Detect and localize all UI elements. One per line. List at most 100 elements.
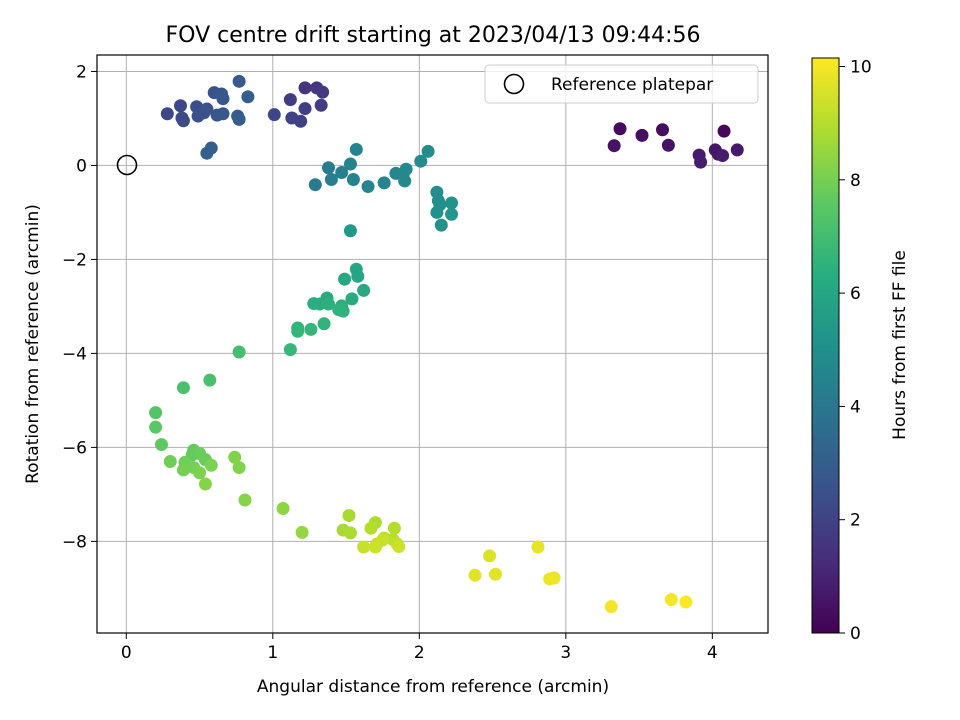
data-point: [399, 162, 413, 176]
colorbar-label: Hours from first FF file: [890, 250, 910, 440]
data-point: [174, 99, 188, 113]
data-point: [730, 143, 744, 157]
data-point: [364, 521, 378, 535]
data-point: [604, 600, 618, 614]
data-point: [351, 269, 365, 283]
data-point: [468, 568, 482, 582]
x-tick-label: 1: [267, 643, 278, 663]
data-point: [343, 224, 357, 238]
chart-title: FOV centre drift starting at 2023/04/13 …: [166, 23, 701, 48]
x-tick-label: 0: [121, 643, 132, 663]
data-point: [421, 144, 435, 158]
y-tick-label: −2: [62, 250, 87, 270]
data-point: [434, 218, 448, 232]
colorbar-ticks: 0 2 4 6 8 10: [839, 57, 872, 644]
data-point: [488, 567, 502, 581]
data-point: [314, 98, 328, 112]
data-points: [149, 74, 744, 614]
data-point: [176, 114, 190, 128]
data-point: [198, 477, 212, 491]
data-point: [716, 149, 730, 163]
legend-marker: [503, 73, 525, 95]
data-point: [717, 124, 731, 138]
y-tick-label: −4: [62, 344, 87, 364]
data-point: [238, 493, 252, 507]
data-point: [176, 381, 190, 395]
data-point: [547, 571, 561, 585]
data-point: [316, 85, 330, 99]
data-point: [321, 297, 335, 311]
data-point: [414, 154, 428, 168]
data-point: [232, 74, 246, 88]
data-point: [283, 93, 297, 107]
y-axis-label: Rotation from reference (arcmin): [23, 204, 43, 484]
y-axis-ticks: 2 0 −2 −4 −6 −8: [62, 62, 97, 552]
data-point: [342, 509, 356, 523]
y-tick-label: 0: [76, 156, 87, 176]
data-point: [267, 108, 281, 122]
colorbar-tick-label: 6: [850, 284, 861, 304]
data-point: [295, 525, 309, 539]
data-point: [304, 322, 318, 336]
data-point: [204, 141, 218, 155]
data-point: [203, 373, 217, 387]
data-point: [204, 458, 218, 472]
data-point: [298, 81, 312, 95]
data-point: [445, 207, 459, 221]
data-point: [398, 174, 412, 188]
data-point: [160, 107, 174, 121]
data-point: [154, 438, 168, 452]
data-point: [346, 173, 360, 187]
colorbar-gradient: [811, 57, 840, 634]
data-point: [232, 461, 246, 475]
data-point: [176, 463, 190, 477]
colorbar-tick-label: 2: [850, 511, 861, 531]
data-point: [241, 90, 255, 104]
data-point: [276, 501, 290, 515]
colorbar-tick-label: 10: [850, 57, 872, 77]
x-tick-label: 3: [560, 643, 571, 663]
colorbar-tick-label: 8: [850, 171, 861, 191]
reference-platepar-marker: [116, 154, 138, 176]
data-point: [613, 122, 627, 136]
legend-label: Reference platepar: [551, 75, 713, 95]
data-point: [321, 161, 335, 175]
plot-frame: [96, 54, 769, 634]
data-point: [200, 102, 214, 116]
data-point: [349, 142, 363, 156]
data-point: [357, 283, 371, 297]
data-point: [392, 540, 406, 554]
colorbar: 0 2 4 6 8 10 Hours from first FF file: [811, 57, 910, 644]
data-point: [368, 540, 382, 554]
grid-lines: [97, 55, 768, 633]
data-point: [661, 138, 675, 152]
data-point: [149, 420, 163, 434]
legend: Reference platepar: [484, 64, 759, 104]
x-tick-label: 2: [414, 643, 425, 663]
data-point: [338, 272, 352, 286]
data-point: [430, 205, 444, 219]
x-axis-ticks: 0 1 2 3 4: [121, 633, 718, 663]
data-point: [635, 128, 649, 142]
data-point: [298, 102, 312, 116]
data-point: [377, 176, 391, 190]
data-point: [149, 406, 163, 420]
data-point: [694, 155, 708, 169]
data-point: [387, 521, 401, 535]
data-point: [343, 157, 357, 171]
data-point: [216, 107, 230, 121]
data-point: [664, 593, 678, 607]
colorbar-tick-label: 4: [850, 397, 861, 417]
data-point: [679, 595, 693, 609]
data-point: [343, 526, 357, 540]
colorbar-tick-label: 0: [850, 624, 861, 644]
data-point: [283, 343, 297, 357]
data-point: [232, 112, 246, 126]
data-point: [607, 139, 621, 153]
legend-box: [484, 64, 759, 104]
data-point: [357, 540, 371, 554]
data-point: [483, 549, 497, 563]
data-point: [291, 324, 305, 338]
data-point: [656, 123, 670, 137]
